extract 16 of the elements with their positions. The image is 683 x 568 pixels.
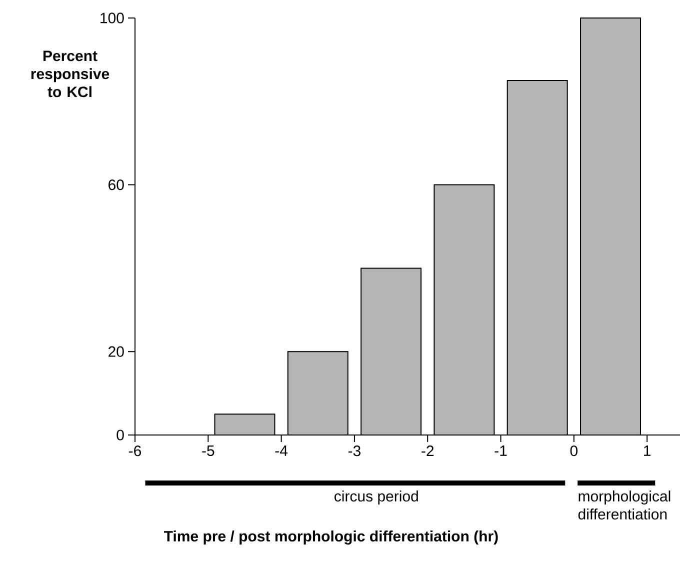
x-tick-label: -4 [275,446,288,456]
text: circus period [334,490,418,505]
x-tick-label: -5 [202,446,214,456]
x-axis-title: Time pre / post morphologic differentiation (hr) [164,530,498,545]
y-tick-label: 100 [100,12,124,24]
x-tick-label: 0 [570,446,578,456]
x-tick-label: -1 [494,446,507,456]
y-tick-label: 60 [108,179,124,190]
x-tick-label: -3 [348,446,360,456]
y-tick-label: 20 [108,346,124,357]
x-tick-label: -2 [422,446,434,456]
y-axis-title: Percent responsive to KCl [31,50,110,98]
x-tick-label: 1 [644,446,651,456]
text: morphological differentiation [578,490,670,520]
x-tick-label: -6 [128,446,142,456]
y-tick-label: 0 [116,430,124,440]
